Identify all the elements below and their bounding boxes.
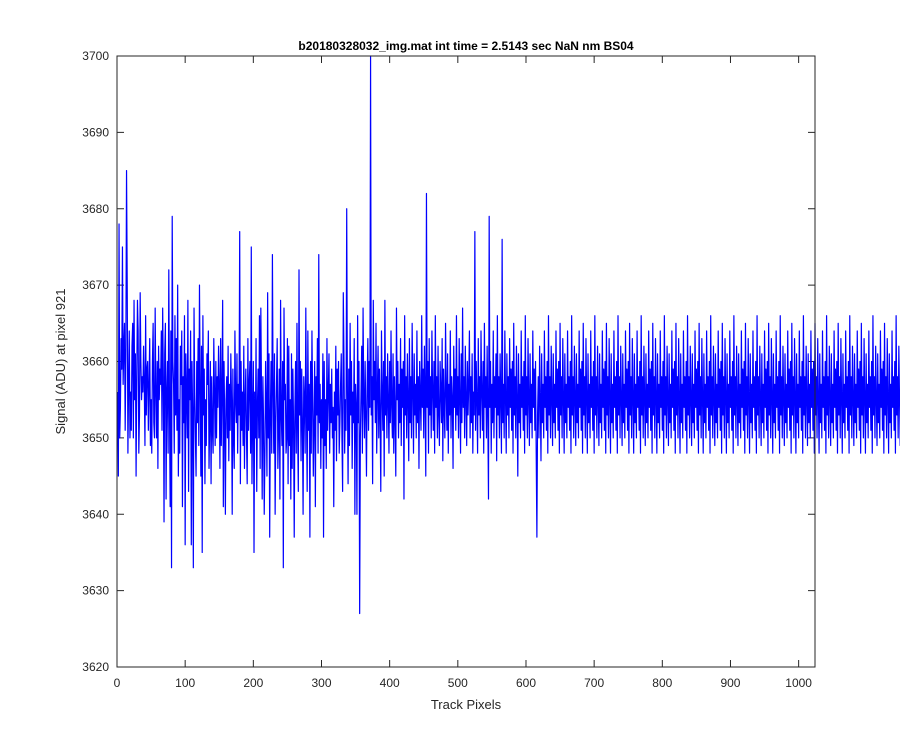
y-tick-label: 3620 bbox=[82, 660, 109, 674]
x-tick-label: 100 bbox=[175, 676, 195, 690]
y-tick-label: 3690 bbox=[82, 125, 109, 139]
y-tick-label: 3670 bbox=[82, 278, 109, 292]
ticks-layer: 0 100 200 300 400 500 600 700 800 900 1000 3620 3630… bbox=[82, 49, 815, 690]
x-tick-label: 0 bbox=[114, 676, 121, 690]
chart-title: b20180328032_img.mat int time = 2.5143 s… bbox=[298, 39, 634, 53]
y-tick-label: 3630 bbox=[82, 584, 109, 598]
x-tick-label: 600 bbox=[516, 676, 536, 690]
y-tick-label: 3700 bbox=[82, 49, 109, 63]
y-tick-label: 3680 bbox=[82, 202, 109, 216]
x-tick-label: 800 bbox=[652, 676, 672, 690]
x-tick-label: 300 bbox=[311, 676, 331, 690]
x-tick-label: 700 bbox=[584, 676, 604, 690]
x-tick-label: 500 bbox=[448, 676, 468, 690]
series-layer bbox=[117, 55, 900, 615]
y-tick-label: 3650 bbox=[82, 431, 109, 445]
plot-frame bbox=[116, 55, 816, 668]
x-tick-label: 400 bbox=[380, 676, 400, 690]
x-tick-label: 900 bbox=[720, 676, 740, 690]
y-axis-title: Signal (ADU) at pixel 921 bbox=[53, 289, 68, 435]
x-axis-title: Track Pixels bbox=[431, 697, 502, 712]
x-tick-label: 200 bbox=[243, 676, 263, 690]
x-tick-label: 1000 bbox=[785, 676, 812, 690]
y-tick-label: 3660 bbox=[82, 355, 109, 369]
series-line bbox=[117, 55, 900, 615]
y-tick-label: 3640 bbox=[82, 507, 109, 521]
